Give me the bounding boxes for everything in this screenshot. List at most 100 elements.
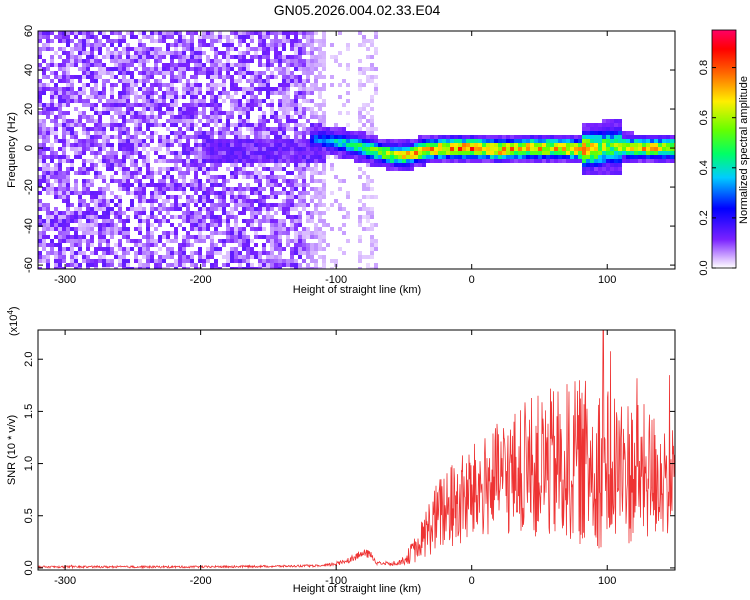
spectrogram-cell bbox=[466, 147, 470, 151]
spectrogram-cell bbox=[138, 155, 142, 159]
spectrogram-cell bbox=[46, 31, 50, 35]
spectrogram-cell bbox=[110, 235, 114, 239]
spectrogram-cell bbox=[166, 267, 170, 269]
spectrogram-cell bbox=[238, 75, 242, 79]
spectrogram-cell bbox=[210, 175, 214, 179]
spectrogram-cell bbox=[86, 227, 90, 231]
spectrogram-cell bbox=[38, 99, 42, 103]
spectrogram-cell bbox=[58, 47, 62, 51]
spectrogram-cell bbox=[154, 131, 158, 135]
spectrogram-cell bbox=[90, 207, 94, 211]
spectrogram-cell bbox=[154, 251, 158, 255]
spectrogram-cell bbox=[634, 151, 638, 155]
spectrogram-cell bbox=[86, 159, 90, 163]
spectrogram-cell bbox=[214, 263, 218, 267]
spectrogram-cell bbox=[246, 87, 250, 91]
spectrogram-cell bbox=[130, 91, 134, 95]
spectrogram-cell bbox=[158, 55, 162, 59]
spectrogram-cell bbox=[218, 115, 222, 119]
spectrogram-cell bbox=[342, 151, 346, 155]
spectrogram-cell bbox=[110, 263, 114, 267]
spectrogram-cell bbox=[290, 159, 294, 163]
spectrogram-cell bbox=[314, 115, 318, 119]
spectrogram-cell bbox=[282, 179, 286, 183]
spectrogram-cell bbox=[234, 163, 238, 167]
spectrogram-cell bbox=[294, 35, 298, 39]
spectrogram-cell bbox=[514, 135, 518, 139]
spectrogram-cell bbox=[286, 227, 290, 231]
spectrogram-cell bbox=[638, 151, 642, 155]
spectrogram-cell bbox=[286, 195, 290, 199]
y-tick-label: -40 bbox=[23, 218, 35, 234]
spectrogram-cell bbox=[606, 127, 610, 131]
spectrogram-cell bbox=[358, 127, 362, 131]
spectrogram-cell bbox=[74, 91, 78, 95]
spectrogram-cell bbox=[294, 267, 298, 269]
spectrogram-cell bbox=[250, 267, 254, 269]
y-tick-label: 0 bbox=[23, 145, 35, 151]
spectrogram-cell bbox=[302, 67, 306, 71]
spectrogram-cell bbox=[306, 59, 310, 63]
spectrogram-cell bbox=[198, 59, 202, 63]
spectrogram-cell bbox=[114, 163, 118, 167]
spectrogram-cell bbox=[62, 63, 66, 67]
spectrogram-cell bbox=[226, 123, 230, 127]
spectrogram-cell bbox=[146, 91, 150, 95]
spectrogram-cell bbox=[122, 139, 126, 143]
spectrogram-cell bbox=[58, 231, 62, 235]
spectrogram-cell bbox=[550, 135, 554, 139]
spectrogram-cell bbox=[142, 199, 146, 203]
spectrogram-cell bbox=[222, 155, 226, 159]
spectrogram-cell bbox=[346, 43, 350, 47]
spectrogram-cell bbox=[250, 191, 254, 195]
spectrogram-cell bbox=[454, 135, 458, 139]
spectrogram-cell bbox=[226, 159, 230, 163]
spectrogram-cell bbox=[458, 135, 462, 139]
spectrogram-cell bbox=[302, 163, 306, 167]
spectrogram-cell bbox=[242, 111, 246, 115]
spectrogram-cell bbox=[538, 147, 542, 151]
spectrogram-cell bbox=[298, 247, 302, 251]
spectrogram-cell bbox=[594, 127, 598, 131]
spectrogram-cell bbox=[134, 243, 138, 247]
spectrogram-cell bbox=[386, 159, 390, 163]
spectrogram-cell bbox=[38, 219, 42, 223]
spectrogram-cell bbox=[230, 147, 234, 151]
spectrogram-cell bbox=[226, 191, 230, 195]
spectrogram-cell bbox=[482, 159, 486, 163]
spectrogram-cell bbox=[38, 231, 42, 235]
spectrogram-cell bbox=[266, 251, 270, 255]
spectrogram-cell bbox=[646, 147, 650, 151]
spectrogram-cell bbox=[274, 203, 278, 207]
spectrogram-cell bbox=[166, 127, 170, 131]
spectrogram-cell bbox=[158, 147, 162, 151]
spectrogram-cell bbox=[226, 67, 230, 71]
spectrogram-cell bbox=[558, 155, 562, 159]
spectrogram-cell bbox=[74, 139, 78, 143]
spectrogram-cell bbox=[338, 135, 342, 139]
spectrogram-cell bbox=[266, 59, 270, 63]
spectrogram-cell bbox=[210, 135, 214, 139]
spectrogram-cell bbox=[266, 91, 270, 95]
spectrogram-cell bbox=[46, 183, 50, 187]
spectrogram-cell bbox=[298, 75, 302, 79]
spectrogram-cell bbox=[98, 31, 102, 35]
spectrogram-cell bbox=[126, 127, 130, 131]
spectrogram-cell bbox=[62, 159, 66, 163]
spectrogram-cell bbox=[238, 235, 242, 239]
spectrogram-cell bbox=[310, 139, 314, 143]
spectrogram-cell bbox=[266, 155, 270, 159]
x-tick-label: 100 bbox=[598, 575, 616, 587]
spectrogram-cell bbox=[218, 219, 222, 223]
spectrogram-cell bbox=[154, 103, 158, 107]
spectrogram-cell bbox=[594, 139, 598, 143]
spectrogram-cell bbox=[314, 123, 318, 127]
spectrogram-cell bbox=[174, 119, 178, 123]
spectrogram-cell bbox=[54, 139, 58, 143]
spectrogram-cell bbox=[238, 143, 242, 147]
spectrogram-cell bbox=[102, 67, 106, 71]
spectrogram-cell bbox=[206, 55, 210, 59]
spectrogram-cell bbox=[526, 135, 530, 139]
spectrogram-cell bbox=[210, 87, 214, 91]
spectrogram-cell bbox=[274, 211, 278, 215]
